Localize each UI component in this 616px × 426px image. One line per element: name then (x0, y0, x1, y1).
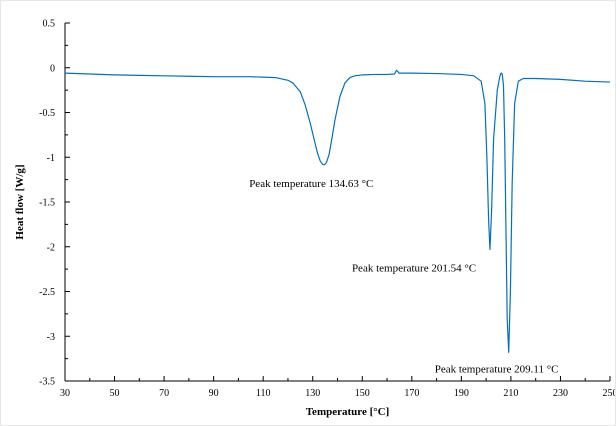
y-tick-label: -2 (47, 242, 55, 253)
x-tick-label: 170 (404, 388, 419, 399)
x-tick-label: 250 (603, 388, 616, 399)
y-tick-label: 0.5 (43, 19, 56, 30)
y-axis-title: Heat flow [W/g] (14, 164, 26, 239)
heat-flow-line (64, 69, 611, 353)
x-tick-label: 230 (553, 388, 568, 399)
annotations: Peak temperature 134.63 °C Peak temperatu… (249, 178, 558, 376)
x-tick-label: 110 (256, 388, 271, 399)
x-tick-label: 210 (503, 388, 518, 399)
x-tick-label: 190 (454, 388, 469, 399)
x-tick-label: 130 (305, 388, 320, 399)
x-tick-label: 70 (159, 388, 169, 399)
y-tick-label: -2.5 (39, 287, 55, 298)
y-tick-label: 0 (50, 63, 55, 74)
y-tick-label: -1.5 (39, 198, 55, 209)
y-tick-label: -1 (47, 153, 55, 164)
x-axis-title: Temperature [°C] (306, 406, 390, 418)
x-tick-label: 50 (110, 388, 120, 399)
x-tick-label: 90 (209, 388, 219, 399)
x-tick-label: 30 (60, 388, 70, 399)
y-tick-label: -3 (47, 332, 55, 343)
axes: 0.5 0 -0.5 -1 -1.5 -2 -2.5 -3 -3.5 30 50 70 90 110 130… (39, 19, 615, 400)
peak-annotation: Peak temperature 134.63 °C (249, 178, 373, 190)
y-tick-label: -0.5 (39, 108, 55, 119)
y-tick-label: -3.5 (39, 377, 55, 388)
plot-area (64, 69, 611, 353)
x-tick-label: 150 (355, 388, 370, 399)
peak-annotation: Peak temperature 209.11 °C (435, 363, 559, 375)
peak-annotation: Peak temperature 201.54 °C (352, 262, 476, 274)
